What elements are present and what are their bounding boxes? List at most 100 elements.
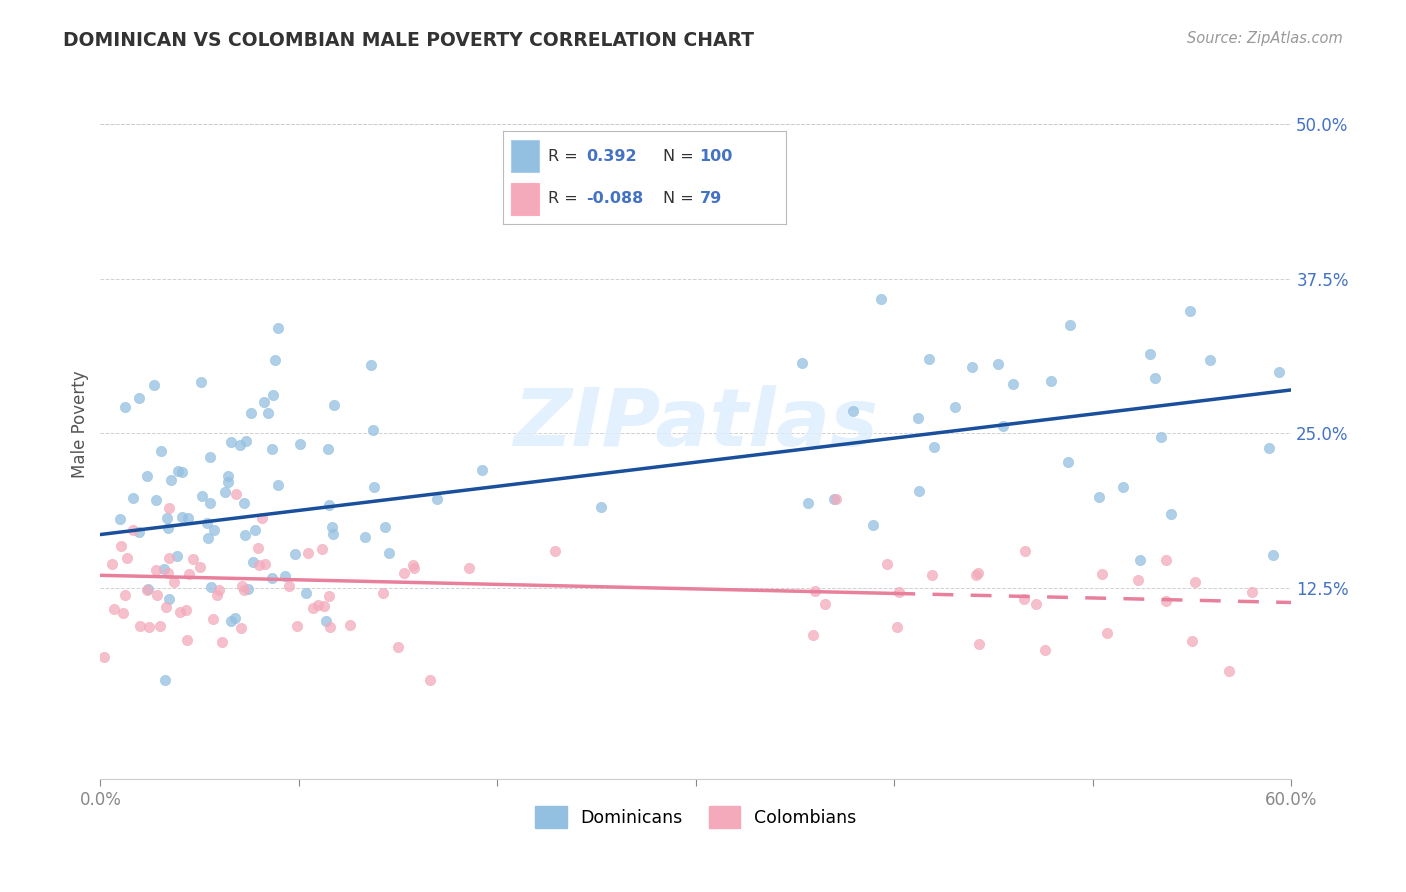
Point	[285, 619, 308, 633]
Point	[190, 375, 212, 389]
Point	[257, 406, 280, 420]
Point	[181, 552, 204, 566]
Point	[242, 555, 264, 569]
Point	[1184, 574, 1206, 589]
Point	[402, 561, 425, 575]
Point	[814, 597, 837, 611]
Point	[229, 621, 252, 635]
Point	[200, 580, 222, 594]
Point	[145, 563, 167, 577]
Point	[93, 649, 115, 664]
Point	[318, 498, 340, 512]
Point	[1087, 491, 1109, 505]
Point	[803, 584, 825, 599]
Point	[159, 551, 181, 566]
Point	[307, 599, 329, 613]
Point	[321, 520, 343, 534]
Point	[907, 410, 929, 425]
Point	[301, 601, 323, 615]
Point	[1012, 591, 1035, 606]
Point	[1056, 455, 1078, 469]
Point	[363, 480, 385, 494]
Point	[217, 469, 239, 483]
Point	[103, 602, 125, 616]
Point	[262, 388, 284, 402]
Point	[263, 352, 285, 367]
Point	[1095, 626, 1118, 640]
Point	[1129, 553, 1152, 567]
Text: R =: R =	[548, 149, 578, 163]
Point	[170, 509, 193, 524]
Point	[967, 566, 990, 581]
Point	[824, 491, 846, 506]
Point	[1014, 543, 1036, 558]
Point	[1112, 480, 1135, 494]
Point	[208, 582, 231, 597]
Point	[172, 466, 194, 480]
Point	[318, 589, 340, 603]
Point	[191, 489, 214, 503]
Point	[1025, 597, 1047, 611]
Point	[1001, 377, 1024, 392]
Point	[197, 531, 219, 545]
Point	[967, 637, 990, 651]
Point	[315, 614, 337, 628]
Point	[195, 516, 218, 530]
Legend: Dominicans, Colombians: Dominicans, Colombians	[529, 799, 863, 835]
Point	[235, 434, 257, 448]
Text: Source: ZipAtlas.com: Source: ZipAtlas.com	[1187, 31, 1343, 46]
Point	[1126, 573, 1149, 587]
Point	[1160, 507, 1182, 521]
Point	[129, 619, 152, 633]
Point	[157, 501, 180, 516]
Point	[378, 546, 401, 560]
Point	[177, 511, 200, 525]
Point	[921, 567, 943, 582]
Point	[1154, 594, 1177, 608]
Point	[1156, 553, 1178, 567]
Point	[993, 418, 1015, 433]
Point	[1091, 567, 1114, 582]
Point	[323, 398, 346, 412]
Point	[284, 548, 307, 562]
Point	[458, 561, 481, 575]
Point	[1268, 365, 1291, 379]
Text: R =: R =	[548, 191, 578, 206]
Point	[1033, 643, 1056, 657]
Point	[155, 673, 177, 688]
Point	[232, 582, 254, 597]
Point	[1178, 303, 1201, 318]
Point	[426, 491, 449, 506]
Point	[146, 588, 169, 602]
Point	[160, 473, 183, 487]
Point	[801, 628, 824, 642]
Y-axis label: Male Poverty: Male Poverty	[72, 370, 89, 478]
Point	[965, 568, 987, 582]
Point	[311, 541, 333, 556]
Point	[841, 403, 863, 417]
Point	[1150, 430, 1173, 444]
Point	[792, 355, 814, 369]
Point	[202, 523, 225, 537]
Point	[108, 512, 131, 526]
Point	[253, 395, 276, 409]
Point	[1144, 371, 1167, 385]
Point	[114, 588, 136, 602]
Point	[136, 582, 159, 597]
Point	[243, 523, 266, 537]
Point	[419, 673, 441, 688]
Point	[363, 423, 385, 437]
Point	[471, 463, 494, 477]
Point	[121, 491, 143, 506]
Point	[219, 614, 242, 628]
Point	[887, 585, 910, 599]
Text: ZIPatlas: ZIPatlas	[513, 384, 879, 463]
Point	[876, 558, 898, 572]
Point	[354, 530, 377, 544]
Point	[1199, 352, 1222, 367]
Point	[169, 605, 191, 619]
Point	[870, 292, 893, 306]
Text: N =: N =	[662, 149, 693, 163]
Point	[135, 469, 157, 483]
Point	[176, 633, 198, 648]
